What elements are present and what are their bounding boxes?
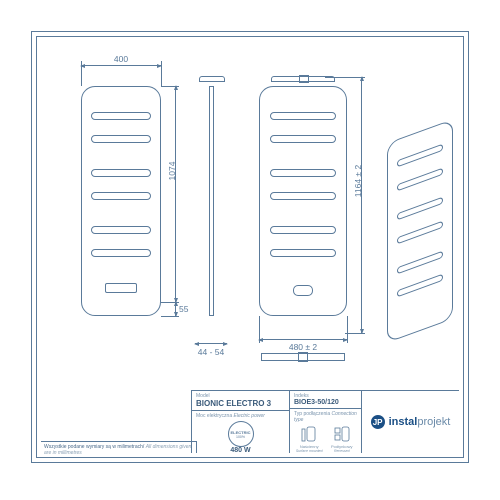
back-bottom-plan (261, 353, 345, 361)
iso-view-panel (387, 119, 453, 343)
logo: JP instalprojekt (362, 391, 459, 453)
dim-front-width: 400 (81, 54, 161, 64)
dim-back-width-line (259, 339, 347, 340)
drawing-area: 400 1074 55 44 - 54 (41, 41, 459, 401)
dim-back-height: 1164 ± 2 (353, 151, 363, 211)
dim-ext (81, 61, 82, 86)
footnote: Wszystkie podane wymiary są w milimetrac… (41, 441, 197, 453)
dim-ext (345, 333, 365, 334)
mount1-en: Surface mounted (294, 449, 325, 453)
dim-front-width-line (81, 65, 161, 66)
logo-primary: instal (389, 416, 418, 428)
drawing-frame-inner: 400 1074 55 44 - 54 (36, 36, 464, 458)
dim-ext (325, 77, 365, 78)
model-value: BIONIC ELECTRO 3 (196, 399, 285, 408)
power-label-pl: Moc elektryczna (196, 413, 232, 419)
drawing-frame-outer: 400 1074 55 44 - 54 (31, 31, 469, 463)
front-view-panel (81, 86, 161, 316)
logo-badge-icon: JP (371, 415, 385, 429)
dim-ext (161, 61, 162, 86)
recessed-mount-icon (333, 425, 351, 443)
dim-bottom-offset-line (175, 302, 176, 316)
dim-front-height-line (175, 86, 176, 302)
mount2-en: Recessed (327, 449, 358, 453)
surface-mount-icon (300, 425, 318, 443)
dim-front-height: 1074 (167, 151, 177, 191)
dim-ext (347, 316, 348, 343)
electric-badge-icon: ELECTRIC 100% (228, 421, 254, 447)
dim-front-bottom-offset: 55 (179, 304, 188, 314)
index-value: BIOE3-50/120 (294, 399, 357, 406)
dim-ext (259, 316, 260, 343)
dim-side-depth-line (195, 343, 227, 344)
title-block: Model BIONIC ELECTRO 3 Moc elektryczna E… (191, 390, 459, 453)
side-view-profile (209, 86, 214, 316)
power-value: 480 W (196, 447, 285, 454)
power-label-en: Electric power (234, 413, 265, 419)
electric-badge-bottom: 100% (236, 435, 245, 439)
dim-side-depth: 44 - 54 (191, 347, 231, 357)
side-top-cap (199, 76, 225, 82)
dim-back-width: 480 ± 2 (259, 342, 347, 352)
dim-ext (161, 86, 179, 87)
back-view-panel (259, 86, 347, 316)
logo-secondary: projekt (417, 416, 450, 428)
